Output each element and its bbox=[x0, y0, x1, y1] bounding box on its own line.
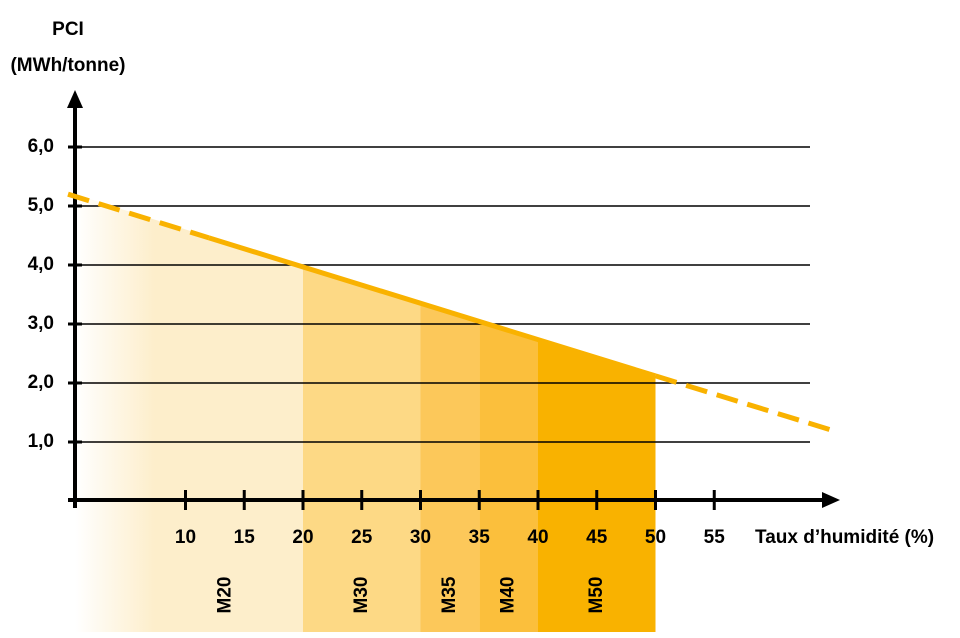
x-tick-label: 15 bbox=[234, 527, 256, 548]
moisture-zone bbox=[420, 303, 480, 632]
zone-label: M50 bbox=[586, 577, 607, 614]
y-tick-label: 2,0 bbox=[28, 372, 54, 393]
zone-label: M35 bbox=[439, 576, 460, 613]
x-tick-label: 10 bbox=[175, 527, 196, 548]
pci-line bbox=[654, 373, 833, 433]
x-tick-label: 40 bbox=[527, 527, 548, 548]
pci-line bbox=[208, 235, 657, 379]
pci-line bbox=[67, 191, 210, 241]
x-tick-label: 55 bbox=[704, 527, 726, 548]
moisture-zone bbox=[75, 194, 303, 632]
moisture-zone bbox=[479, 321, 538, 632]
zone-label: M40 bbox=[498, 577, 519, 614]
x-tick-label: 30 bbox=[410, 527, 431, 548]
zone-label: M30 bbox=[351, 577, 372, 614]
x-tick-label: 35 bbox=[469, 527, 491, 548]
y-axis-unit: (MWh/tonne) bbox=[10, 55, 125, 76]
y-tick-label: 1,0 bbox=[28, 431, 54, 452]
y-axis-arrow bbox=[67, 90, 83, 108]
y-axis-label: PCI bbox=[52, 19, 84, 40]
moisture-zone bbox=[303, 266, 421, 632]
x-axis-arrow bbox=[822, 492, 840, 508]
y-tick-label: 6,0 bbox=[28, 136, 54, 157]
y-tick-label: 3,0 bbox=[28, 313, 54, 334]
x-tick-label: 20 bbox=[292, 527, 313, 548]
y-tick-label: 4,0 bbox=[28, 254, 54, 275]
x-tick-label: 25 bbox=[351, 527, 373, 548]
moisture-zone bbox=[538, 339, 656, 632]
x-tick-label: 50 bbox=[645, 527, 666, 548]
y-tick-label: 5,0 bbox=[28, 195, 54, 216]
x-tick-label: 45 bbox=[586, 527, 608, 548]
x-axis-label: Taux d’humidité (%) bbox=[755, 527, 934, 548]
zone-label: M20 bbox=[215, 577, 236, 614]
